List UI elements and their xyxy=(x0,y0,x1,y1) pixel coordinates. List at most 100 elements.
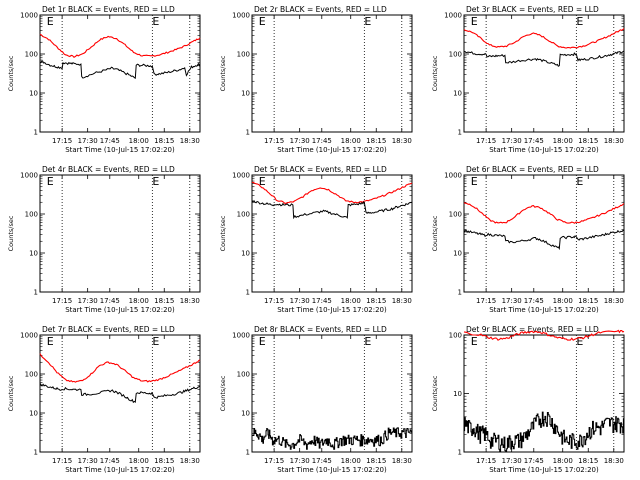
event-marker-label: E xyxy=(364,335,371,348)
lld-series-line xyxy=(463,28,625,49)
lld-series-line xyxy=(463,202,625,224)
y-tick-label: 1000 xyxy=(232,12,250,20)
x-tick-label: 17:15 xyxy=(264,137,284,145)
x-tick-label: 17:30 xyxy=(502,137,522,145)
events-series-line xyxy=(39,382,201,404)
lld-series-line xyxy=(463,329,625,341)
plot-frame xyxy=(39,174,201,293)
plot-frame xyxy=(251,14,413,133)
y-axis-label: Counts/sec xyxy=(7,215,15,251)
event-marker-label: E xyxy=(576,175,583,188)
event-marker-label: E xyxy=(576,15,583,28)
x-tick-label: 17:15 xyxy=(264,297,284,305)
lld-series-line xyxy=(39,353,201,383)
x-tick-label: 17:15 xyxy=(476,457,496,465)
x-tick-label: 18:15 xyxy=(154,457,174,465)
x-tick-label: 18:00 xyxy=(129,457,149,465)
plot-frame xyxy=(251,174,413,293)
y-axis-label: Counts/sec xyxy=(7,375,15,411)
event-marker-label: E xyxy=(152,15,159,28)
x-tick-label: 18:30 xyxy=(604,297,624,305)
y-tick-label: 10 xyxy=(453,90,462,98)
x-axis-label: Start Time (10-Jul-15 17:02:20) xyxy=(489,466,599,474)
x-tick-label: 18:30 xyxy=(180,297,200,305)
y-tick-label: 100 xyxy=(449,51,462,59)
x-tick-label: 17:45 xyxy=(524,457,544,465)
x-tick-label: 17:45 xyxy=(524,297,544,305)
x-tick-label: 17:15 xyxy=(476,297,496,305)
y-tick-label: 1 xyxy=(34,449,38,457)
y-axis-label: Counts/sec xyxy=(7,55,15,91)
y-tick-label: 1 xyxy=(458,129,462,137)
plot-frame xyxy=(463,14,625,133)
events-series-line xyxy=(39,60,201,80)
plot-frame xyxy=(463,174,625,293)
x-tick-label: 18:15 xyxy=(366,457,386,465)
plot-frame xyxy=(39,334,201,453)
x-tick-label: 18:30 xyxy=(604,137,624,145)
x-tick-label: 17:45 xyxy=(312,457,332,465)
y-tick-label: 100 xyxy=(449,211,462,219)
y-tick-label: 10 xyxy=(453,250,462,258)
y-tick-label: 1000 xyxy=(232,332,250,340)
x-tick-label: 18:00 xyxy=(341,297,361,305)
y-tick-label: 1 xyxy=(246,449,250,457)
x-tick-label: 18:00 xyxy=(553,137,573,145)
x-tick-label: 17:15 xyxy=(52,457,72,465)
panel-title: Det 7r BLACK = Events, RED = LLD xyxy=(42,325,175,334)
y-tick-label: 10 xyxy=(241,250,250,258)
x-tick-label: 17:30 xyxy=(78,297,98,305)
event-marker-label: E xyxy=(152,335,159,348)
y-axis-label: Counts/sec xyxy=(219,215,227,251)
events-series-line xyxy=(464,411,624,453)
y-tick-label: 10 xyxy=(241,90,250,98)
y-tick-label: 10 xyxy=(29,410,38,418)
lld-series-line xyxy=(39,33,201,59)
x-axis-label: Start Time (10-Jul-15 17:02:20) xyxy=(65,146,175,154)
y-tick-label: 1 xyxy=(246,289,250,297)
panel-title: Det 3r BLACK = Events, RED = LLD xyxy=(466,5,599,14)
y-tick-label: 1 xyxy=(246,129,250,137)
x-tick-label: 18:30 xyxy=(392,297,412,305)
y-tick-label: 10 xyxy=(29,250,38,258)
events-series-line xyxy=(251,199,413,220)
x-tick-label: 18:15 xyxy=(578,137,598,145)
y-tick-label: 1 xyxy=(458,289,462,297)
x-tick-label: 17:45 xyxy=(312,137,332,145)
event-marker-label: E xyxy=(364,15,371,28)
x-tick-label: 17:15 xyxy=(476,137,496,145)
y-axis-label: Counts/sec xyxy=(219,55,227,91)
x-tick-label: 18:30 xyxy=(604,457,624,465)
x-tick-label: 17:15 xyxy=(264,457,284,465)
event-marker-label: E xyxy=(152,175,159,188)
event-marker-label: E xyxy=(47,15,54,28)
x-tick-label: 18:30 xyxy=(392,137,412,145)
x-tick-label: 18:00 xyxy=(341,137,361,145)
x-tick-label: 18:15 xyxy=(154,137,174,145)
y-tick-label: 1000 xyxy=(444,172,462,180)
y-axis-label: Counts/sec xyxy=(219,375,227,411)
y-axis-label: Counts/sec xyxy=(431,215,439,251)
x-tick-label: 17:30 xyxy=(290,297,310,305)
y-axis-label: Counts/sec xyxy=(431,55,439,91)
x-tick-label: 17:15 xyxy=(52,137,72,145)
x-axis-label: Start Time (10-Jul-15 17:02:20) xyxy=(65,466,175,474)
y-tick-label: 100 xyxy=(25,211,38,219)
plot-frame xyxy=(39,14,201,133)
panel-title: Det 2r BLACK = Events, RED = LLD xyxy=(254,5,387,14)
y-tick-label: 1000 xyxy=(20,172,38,180)
x-axis-label: Start Time (10-Jul-15 17:02:20) xyxy=(489,146,599,154)
y-tick-label: 100 xyxy=(237,211,250,219)
y-tick-label: 1 xyxy=(34,129,38,137)
x-axis-label: Start Time (10-Jul-15 17:02:20) xyxy=(277,146,387,154)
event-marker-label: E xyxy=(576,335,583,348)
x-tick-label: 17:30 xyxy=(290,137,310,145)
x-tick-label: 18:00 xyxy=(341,457,361,465)
y-tick-label: 100 xyxy=(449,332,462,340)
x-tick-label: 17:45 xyxy=(524,137,544,145)
panel-title: Det 6r BLACK = Events, RED = LLD xyxy=(466,165,599,174)
